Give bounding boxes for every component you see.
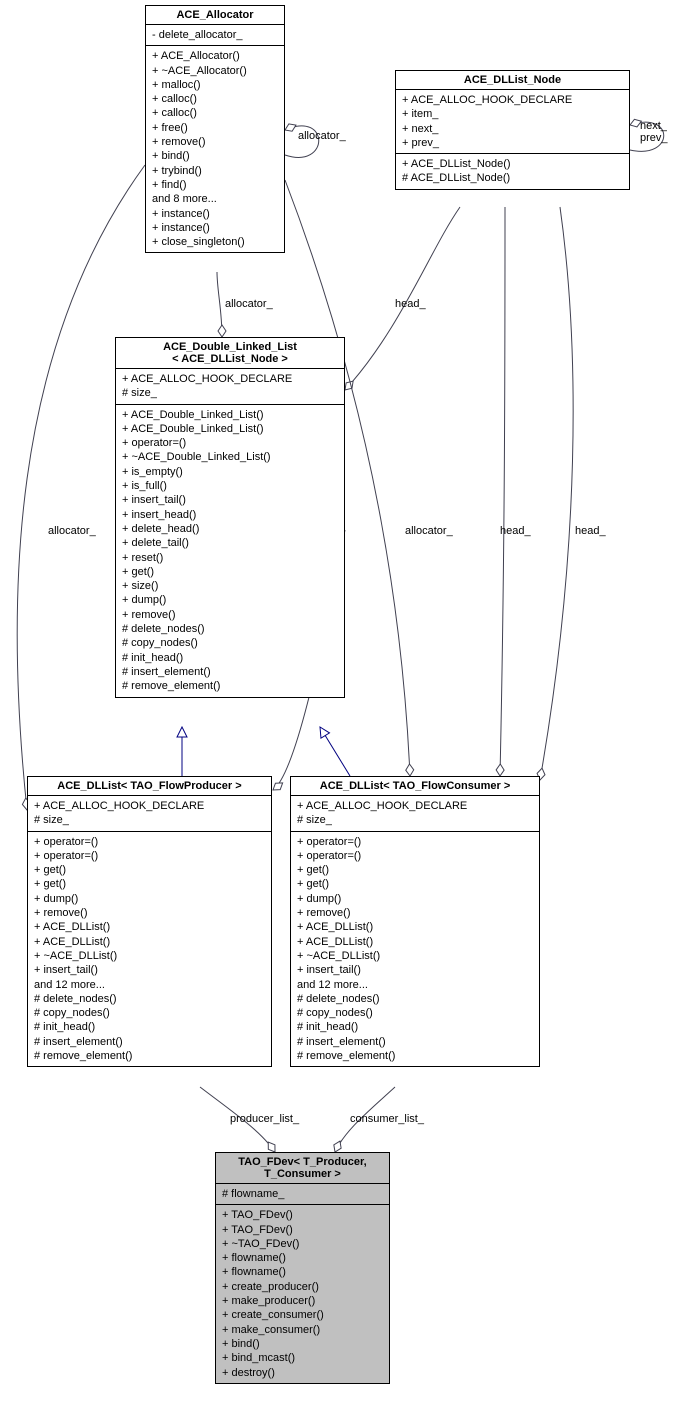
label-allocator-self: allocator_ [298, 130, 346, 142]
class-title: ACE_DLList_Node [396, 71, 629, 90]
label-allocator-left: allocator_ [48, 525, 96, 537]
label-allocator-mid: allocator_ [225, 298, 273, 310]
class-attrs: - delete_allocator_ [146, 25, 284, 46]
class-ops: + operator=() + operator=() + get() + ge… [28, 832, 271, 1067]
class-ops: + ACE_Allocator() + ~ACE_Allocator() + m… [146, 46, 284, 252]
class-ace-dllist-producer[interactable]: ACE_DLList< TAO_FlowProducer > + ACE_ALL… [27, 776, 272, 1067]
class-title: ACE_Allocator [146, 6, 284, 25]
class-title: ACE_DLList< TAO_FlowConsumer > [291, 777, 539, 796]
class-ace-dllist-node[interactable]: ACE_DLList_Node + ACE_ALLOC_HOOK_DECLARE… [395, 70, 630, 190]
class-title: TAO_FDev< T_Producer, T_Consumer > [216, 1153, 389, 1184]
label-allocator-right: allocator_ [405, 525, 453, 537]
label-head-right2: head_ [575, 525, 606, 537]
class-attrs: + ACE_ALLOC_HOOK_DECLARE # size_ [28, 796, 271, 832]
class-ace-allocator[interactable]: ACE_Allocator - delete_allocator_ + ACE_… [145, 5, 285, 253]
label-consumer-list: consumer_list_ [350, 1113, 424, 1125]
label-head-right1: head_ [500, 525, 531, 537]
class-tao-fdev[interactable]: TAO_FDev< T_Producer, T_Consumer > # flo… [215, 1152, 390, 1384]
class-ops: + ACE_DLList_Node() # ACE_DLList_Node() [396, 154, 629, 189]
class-ace-double-linked-list[interactable]: ACE_Double_Linked_List < ACE_DLList_Node… [115, 337, 345, 698]
class-attrs: + ACE_ALLOC_HOOK_DECLARE # size_ [291, 796, 539, 832]
label-next-prev: next_ prev_ [640, 120, 668, 144]
class-attrs: # flowname_ [216, 1184, 389, 1205]
class-attrs: + ACE_ALLOC_HOOK_DECLARE # size_ [116, 369, 344, 405]
class-ops: + operator=() + operator=() + get() + ge… [291, 832, 539, 1067]
uml-diagram: ACE_Allocator - delete_allocator_ + ACE_… [0, 0, 690, 1411]
class-ops: + TAO_FDev() + TAO_FDev() + ~TAO_FDev() … [216, 1205, 389, 1383]
label-producer-list: producer_list_ [230, 1113, 299, 1125]
class-ops: + ACE_Double_Linked_List() + ACE_Double_… [116, 405, 344, 697]
class-title: ACE_Double_Linked_List < ACE_DLList_Node… [116, 338, 344, 369]
class-ace-dllist-consumer[interactable]: ACE_DLList< TAO_FlowConsumer > + ACE_ALL… [290, 776, 540, 1067]
class-attrs: + ACE_ALLOC_HOOK_DECLARE + item_ + next_… [396, 90, 629, 154]
label-head-mid: head_ [395, 298, 426, 310]
class-title: ACE_DLList< TAO_FlowProducer > [28, 777, 271, 796]
